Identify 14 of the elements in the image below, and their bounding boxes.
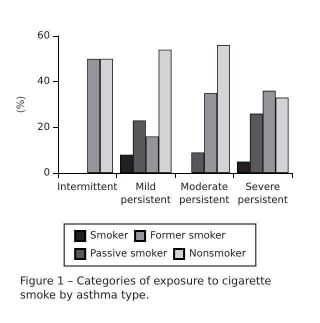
legend-label: Passive smoker — [90, 248, 168, 260]
y-tick-label: 60 — [37, 30, 50, 42]
legend-label: Former smoker — [150, 230, 226, 242]
caption: Figure 1 – Categories of exposure to cigarette smoke by asthma type. — [20, 274, 275, 302]
y-tick-label: 0 — [44, 168, 50, 178]
y-axis-title: (%) — [16, 96, 27, 114]
x-tick-label: Severe persistent — [238, 182, 288, 206]
x-tick-label: Intermittent — [57, 182, 118, 193]
y-tick-label: 40 — [37, 76, 50, 88]
x-tick-label: Moderate persistent — [179, 182, 230, 206]
legend-label: Nonsmoker — [189, 248, 247, 260]
legend-label: Smoker — [90, 230, 129, 242]
y-tick-label: 20 — [37, 122, 50, 133]
x-tick-label: Mild persistent — [120, 182, 171, 206]
